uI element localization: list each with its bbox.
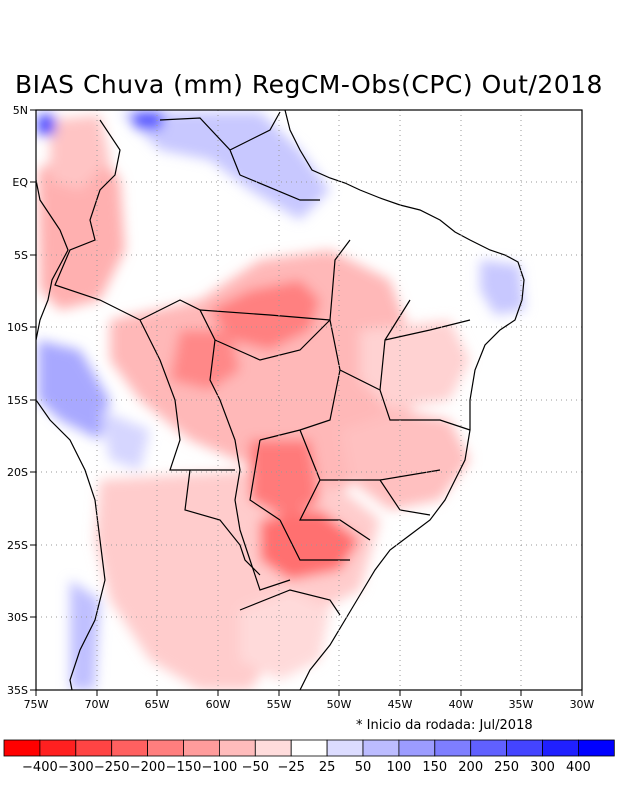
x-tick-label: 60W [206, 698, 231, 711]
guianas-borders [159, 111, 320, 201]
dry-bias-core-mid [170, 330, 240, 390]
color-legend: −400 −300 −250 −200 −150 −100 −50 −25 25 50 100 150… [3, 739, 615, 775]
paraguay-border [184, 469, 261, 576]
y-tick-label: 35S [7, 684, 28, 697]
legend-label: −300 [58, 760, 94, 775]
y-tick-label: 30S [7, 611, 28, 624]
legend-label: 300 [530, 760, 555, 775]
legend-swatch [3, 739, 41, 757]
south-america-coastline [36, 110, 525, 690]
wet-bias-northeast-coast [480, 260, 525, 315]
y-tick-label: 5N [13, 104, 28, 117]
legend-swatch [470, 739, 508, 757]
y-tick-label: 15S [7, 394, 28, 407]
legend-swatch [434, 739, 472, 757]
y-tick-label: 10S [7, 321, 28, 334]
dry-bias-uruguay [240, 590, 330, 680]
wet-bias-amapa [130, 112, 165, 130]
y-tick-label: 25S [7, 539, 28, 552]
axis-ticks [30, 109, 583, 696]
x-tick-label: 35W [509, 698, 534, 711]
legend-label: 150 [422, 760, 447, 775]
legend-swatch [326, 739, 364, 757]
legend-labels: −400 −300 −250 −200 −150 −100 −50 −25 25 50 100 150… [22, 760, 591, 775]
legend-swatch [254, 739, 292, 757]
legend-label: 50 [355, 760, 372, 775]
legend-label: −50 [242, 760, 269, 775]
legend-label: 250 [494, 760, 519, 775]
legend-swatch [506, 739, 543, 757]
bolivia-border [139, 319, 235, 471]
x-tick-label: 70W [85, 698, 110, 711]
dry-bias-core-south [250, 440, 320, 520]
y-tick-label: 20S [7, 466, 28, 479]
bias-map: 75W 70W 65W 60W 55W 50W 45W 40W 35W 30W … [7, 104, 595, 711]
map-title: BIAS Chuva (mm) RegCM-Obs(CPC) Out/2018 [15, 70, 603, 99]
wet-bias-chile [70, 580, 100, 690]
legend-swatch [111, 739, 148, 757]
dry-bias-southeast [340, 410, 470, 510]
lat-lon-grid [36, 110, 582, 690]
legend-swatch [578, 739, 615, 757]
legend-label: 200 [458, 760, 483, 775]
wet-bias-peru [38, 340, 110, 440]
legend-label: −25 [277, 760, 304, 775]
legend-swatch [362, 739, 400, 757]
wet-bias-north [120, 112, 330, 220]
legend-swatch [398, 739, 436, 757]
legend-label: 25 [319, 760, 336, 775]
legend-swatches [3, 739, 615, 757]
x-tick-label: 65W [145, 698, 170, 711]
legend-label: −250 [94, 760, 130, 775]
legend-swatch [183, 739, 220, 757]
legend-label: −100 [202, 760, 238, 775]
legend-swatch [218, 739, 256, 757]
legend-label: −150 [166, 760, 202, 775]
y-tick-label: EQ [12, 176, 28, 189]
x-tick-label: 40W [449, 698, 474, 711]
precipitation-bias-field [38, 112, 525, 690]
wet-bias-colombia-corner [38, 115, 55, 135]
legend-label: −400 [22, 760, 58, 775]
legend-label: −200 [130, 760, 166, 775]
legend-swatch [147, 739, 184, 757]
dry-bias-northeast [360, 320, 470, 410]
dry-bias-north-amazon [50, 115, 110, 190]
argentina-uruguay-border [239, 589, 341, 616]
x-tick-label: 50W [327, 698, 352, 711]
legend-label: 400 [566, 760, 591, 775]
legend-swatch [39, 739, 77, 757]
legend-swatch [75, 739, 113, 757]
legend-label: 100 [386, 760, 411, 775]
legend-swatch [542, 739, 579, 757]
brazil-border-west [54, 119, 291, 591]
dry-bias-core-parana [260, 510, 360, 580]
run-start-note: * Inicio da rodada: Jul/2018 [356, 718, 533, 733]
wet-bias-bolivia-andes [100, 410, 150, 470]
y-tick-label: 5S [14, 249, 28, 262]
legend-swatch [290, 739, 328, 757]
x-tick-label: 45W [388, 698, 413, 711]
x-tick-label: 55W [267, 698, 292, 711]
x-tick-label: 75W [24, 698, 49, 711]
x-tick-label: 30W [570, 698, 595, 711]
